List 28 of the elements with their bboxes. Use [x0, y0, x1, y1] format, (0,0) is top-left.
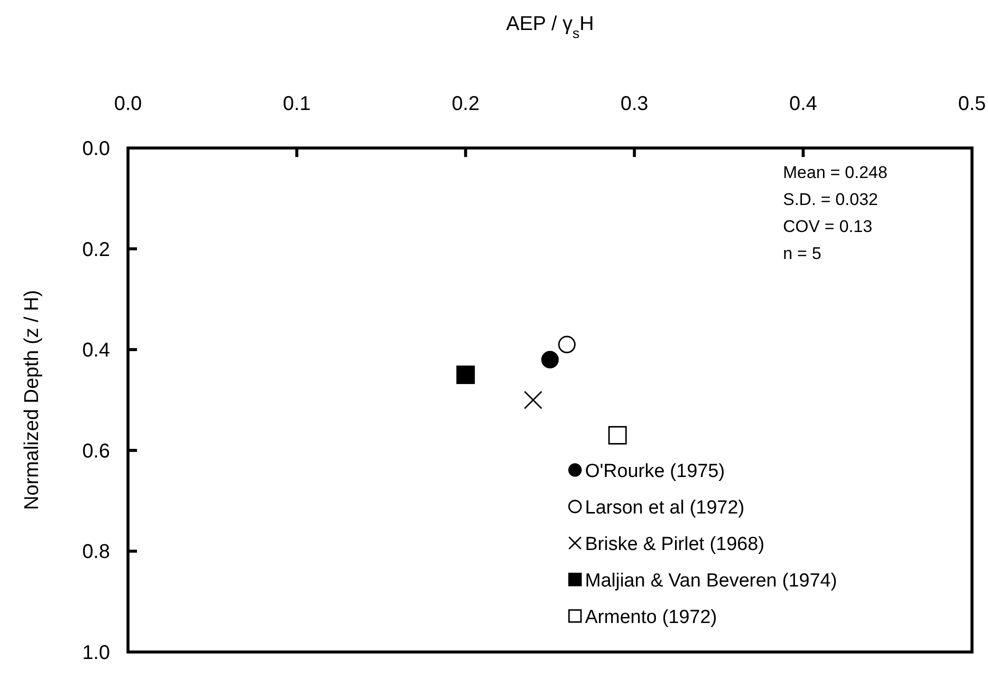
- annotation: n = 5: [783, 244, 822, 263]
- legend-label: O'Rourke (1975): [585, 461, 725, 482]
- y-tick-label: 0.6: [82, 440, 110, 462]
- x-tick-label: 0.0: [114, 93, 142, 115]
- point: [456, 366, 475, 384]
- legend-label: Larson et al (1972): [585, 498, 744, 518]
- x-tick-label: 0.4: [789, 93, 818, 115]
- annotation: S.D. = 0.032: [783, 190, 878, 209]
- point: [608, 426, 627, 445]
- x-axis-title: AEP / γ$_{s}$H: [506, 13, 594, 41]
- y-tick-label: 0.2: [82, 238, 110, 261]
- point: [541, 350, 559, 368]
- point: [524, 390, 542, 410]
- x-tick-label: 0.3: [620, 93, 648, 115]
- x-tick-label: 0.1: [282, 93, 311, 115]
- y-tick-label: 0.4: [82, 340, 110, 362]
- y-tick-label: 0.8: [82, 541, 110, 564]
- y-axis-title: Normalized Depth (z / H): [21, 290, 43, 510]
- legend-label: Armento (1972): [585, 607, 718, 628]
- legend-label: Maljian & Van Beveren (1974): [585, 570, 838, 592]
- y-tick-label: 1.0: [82, 642, 110, 664]
- annotation: COV = 0.13: [783, 217, 872, 236]
- point: [558, 336, 576, 354]
- x-tick-label: 0.5: [958, 93, 986, 115]
- legend-label: Briske & Pirlet (1968): [585, 534, 765, 555]
- x-tick-label: 0.2: [452, 93, 480, 115]
- annotation: Mean = 0.248: [783, 163, 888, 182]
- y-tick-label: 0.0: [82, 138, 110, 160]
